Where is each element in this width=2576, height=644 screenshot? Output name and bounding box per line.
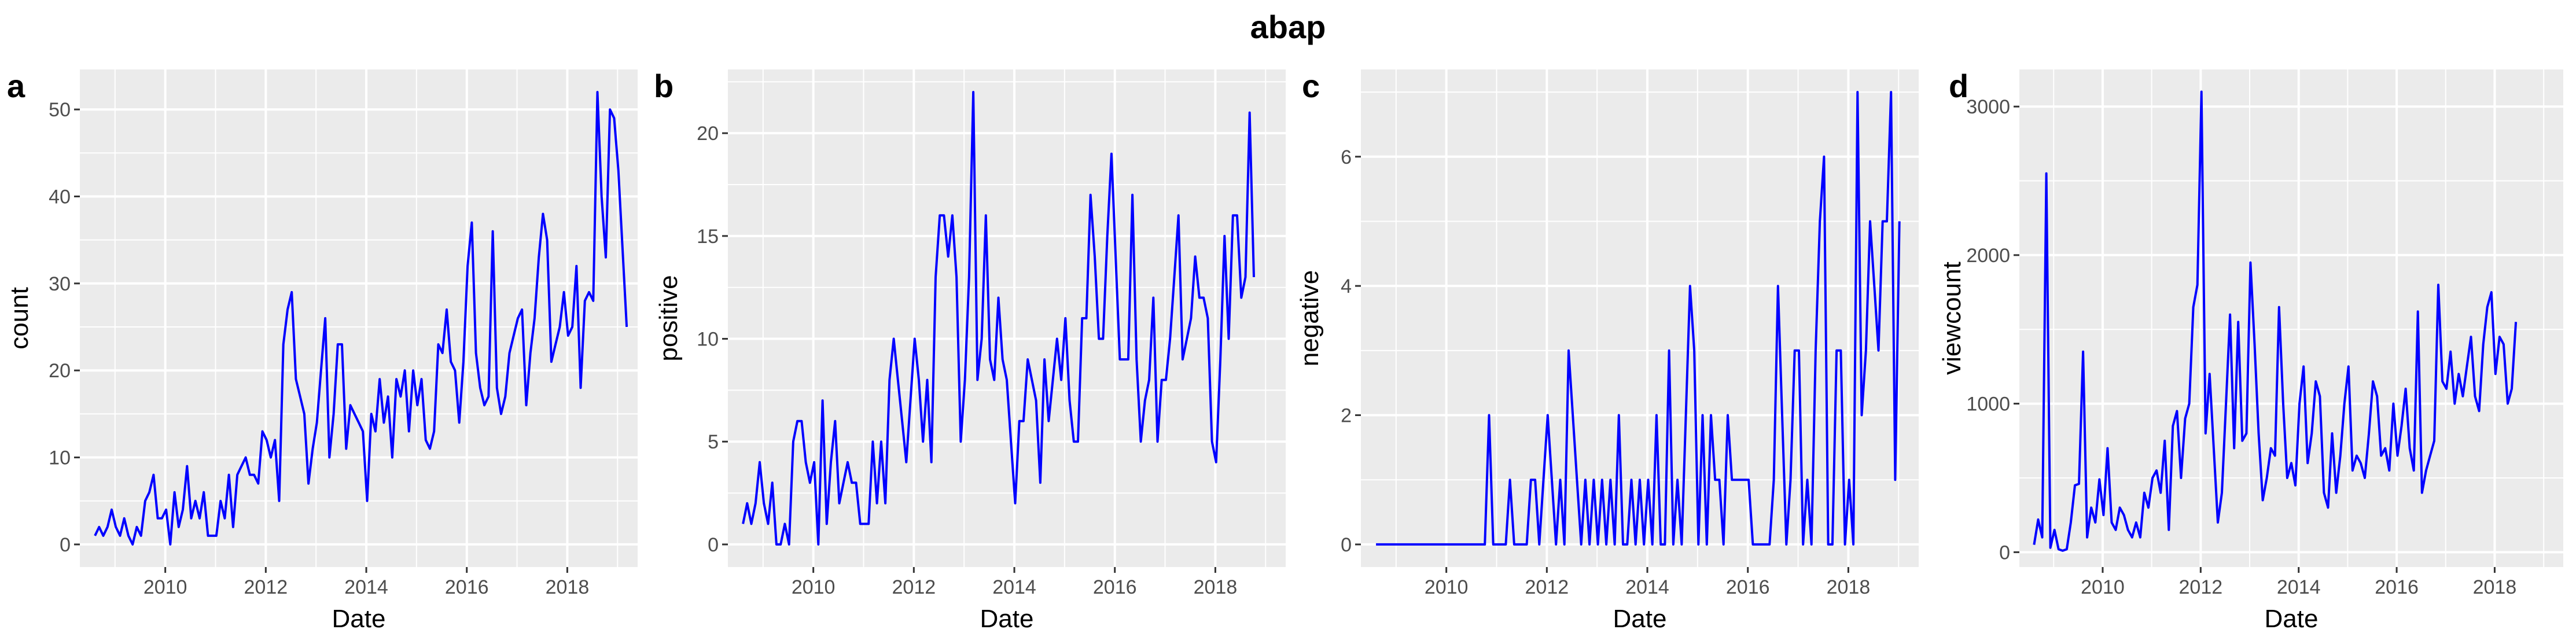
- x-tick-label: 2010: [143, 576, 187, 598]
- x-tick-label: 2014: [992, 576, 1036, 598]
- plot-background: [80, 69, 638, 567]
- x-tick-label: 2018: [546, 576, 590, 598]
- x-tick-label: 2014: [1625, 576, 1669, 598]
- y-axis-title: viewcount: [1938, 262, 1966, 375]
- panel-d: 2010 2012 2014 2016 2018 0 1000 2000 3000 Date vie…: [1938, 68, 2563, 633]
- y-tick-label: 5: [708, 431, 719, 453]
- x-tick-label: 2010: [1425, 576, 1469, 598]
- panel-b: 2010 2012 2014 2016 2018 0 5 10 15 20 Date positive…: [654, 68, 1286, 633]
- x-tick-label: 2012: [2179, 576, 2223, 598]
- x-tick-label: 2010: [792, 576, 836, 598]
- y-axis-title: positive: [654, 275, 683, 361]
- x-tick-label: 2016: [2375, 576, 2419, 598]
- x-tick-label: 2016: [1726, 576, 1770, 598]
- x-tick-label: 2018: [2473, 576, 2517, 598]
- panel-label: c: [1302, 68, 1320, 104]
- panel-c: 2010 2012 2014 2016 2018 0 2 4 6 Date negative c: [1296, 68, 1919, 633]
- y-tick-label: 50: [49, 99, 71, 121]
- panel-label: a: [7, 68, 25, 104]
- x-tick-label: 2016: [445, 576, 489, 598]
- y-tick-label: 20: [49, 360, 71, 382]
- y-tick-label: 0: [1999, 542, 2010, 564]
- x-tick-label: 2010: [2081, 576, 2125, 598]
- panel-a: 2010 2012 2014 2016 2018 0 10 20 30 40 50 Date count…: [5, 68, 638, 633]
- series-line: [94, 91, 628, 546]
- x-axis-title: Date: [980, 605, 1034, 633]
- x-tick-label: 2012: [244, 576, 288, 598]
- y-tick-label: 0: [708, 534, 719, 556]
- x-tick-label: 2014: [344, 576, 388, 598]
- y-tick-label: 4: [1341, 275, 1352, 297]
- y-tick-label: 0: [1341, 534, 1352, 556]
- y-tick-label: 0: [60, 534, 71, 556]
- y-axis-title: negative: [1296, 270, 1324, 366]
- series-line: [1376, 91, 1901, 546]
- figure-title: abap: [1250, 9, 1326, 45]
- x-tick-label: 2018: [1194, 576, 1238, 598]
- panel-label: d: [1949, 68, 1968, 104]
- y-tick-label: 1000: [1966, 393, 2010, 415]
- y-tick-label: 10: [49, 447, 71, 469]
- y-tick-label: 6: [1341, 146, 1352, 168]
- x-tick-label: 2014: [2277, 576, 2321, 598]
- y-tick-label: 2000: [1966, 245, 2010, 267]
- y-tick-label: 3000: [1966, 96, 2010, 118]
- panel-label: b: [654, 68, 674, 104]
- x-axis-title: Date: [1613, 605, 1667, 633]
- y-tick-label: 40: [49, 186, 71, 208]
- x-axis-title: Date: [332, 605, 386, 633]
- y-axis-title: count: [5, 287, 34, 349]
- x-tick-label: 2016: [1093, 576, 1137, 598]
- x-tick-label: 2012: [892, 576, 936, 598]
- plot-background: [728, 69, 1286, 567]
- y-tick-label: 20: [697, 123, 719, 145]
- y-tick-label: 30: [49, 273, 71, 295]
- series-line: [2033, 90, 2518, 552]
- y-tick-label: 10: [697, 329, 719, 351]
- x-tick-label: 2012: [1525, 576, 1569, 598]
- series-line: [742, 91, 1255, 546]
- x-tick-label: 2018: [1827, 576, 1871, 598]
- x-axis-title: Date: [2265, 605, 2319, 633]
- y-tick-label: 15: [697, 226, 719, 248]
- y-tick-label: 2: [1341, 405, 1352, 427]
